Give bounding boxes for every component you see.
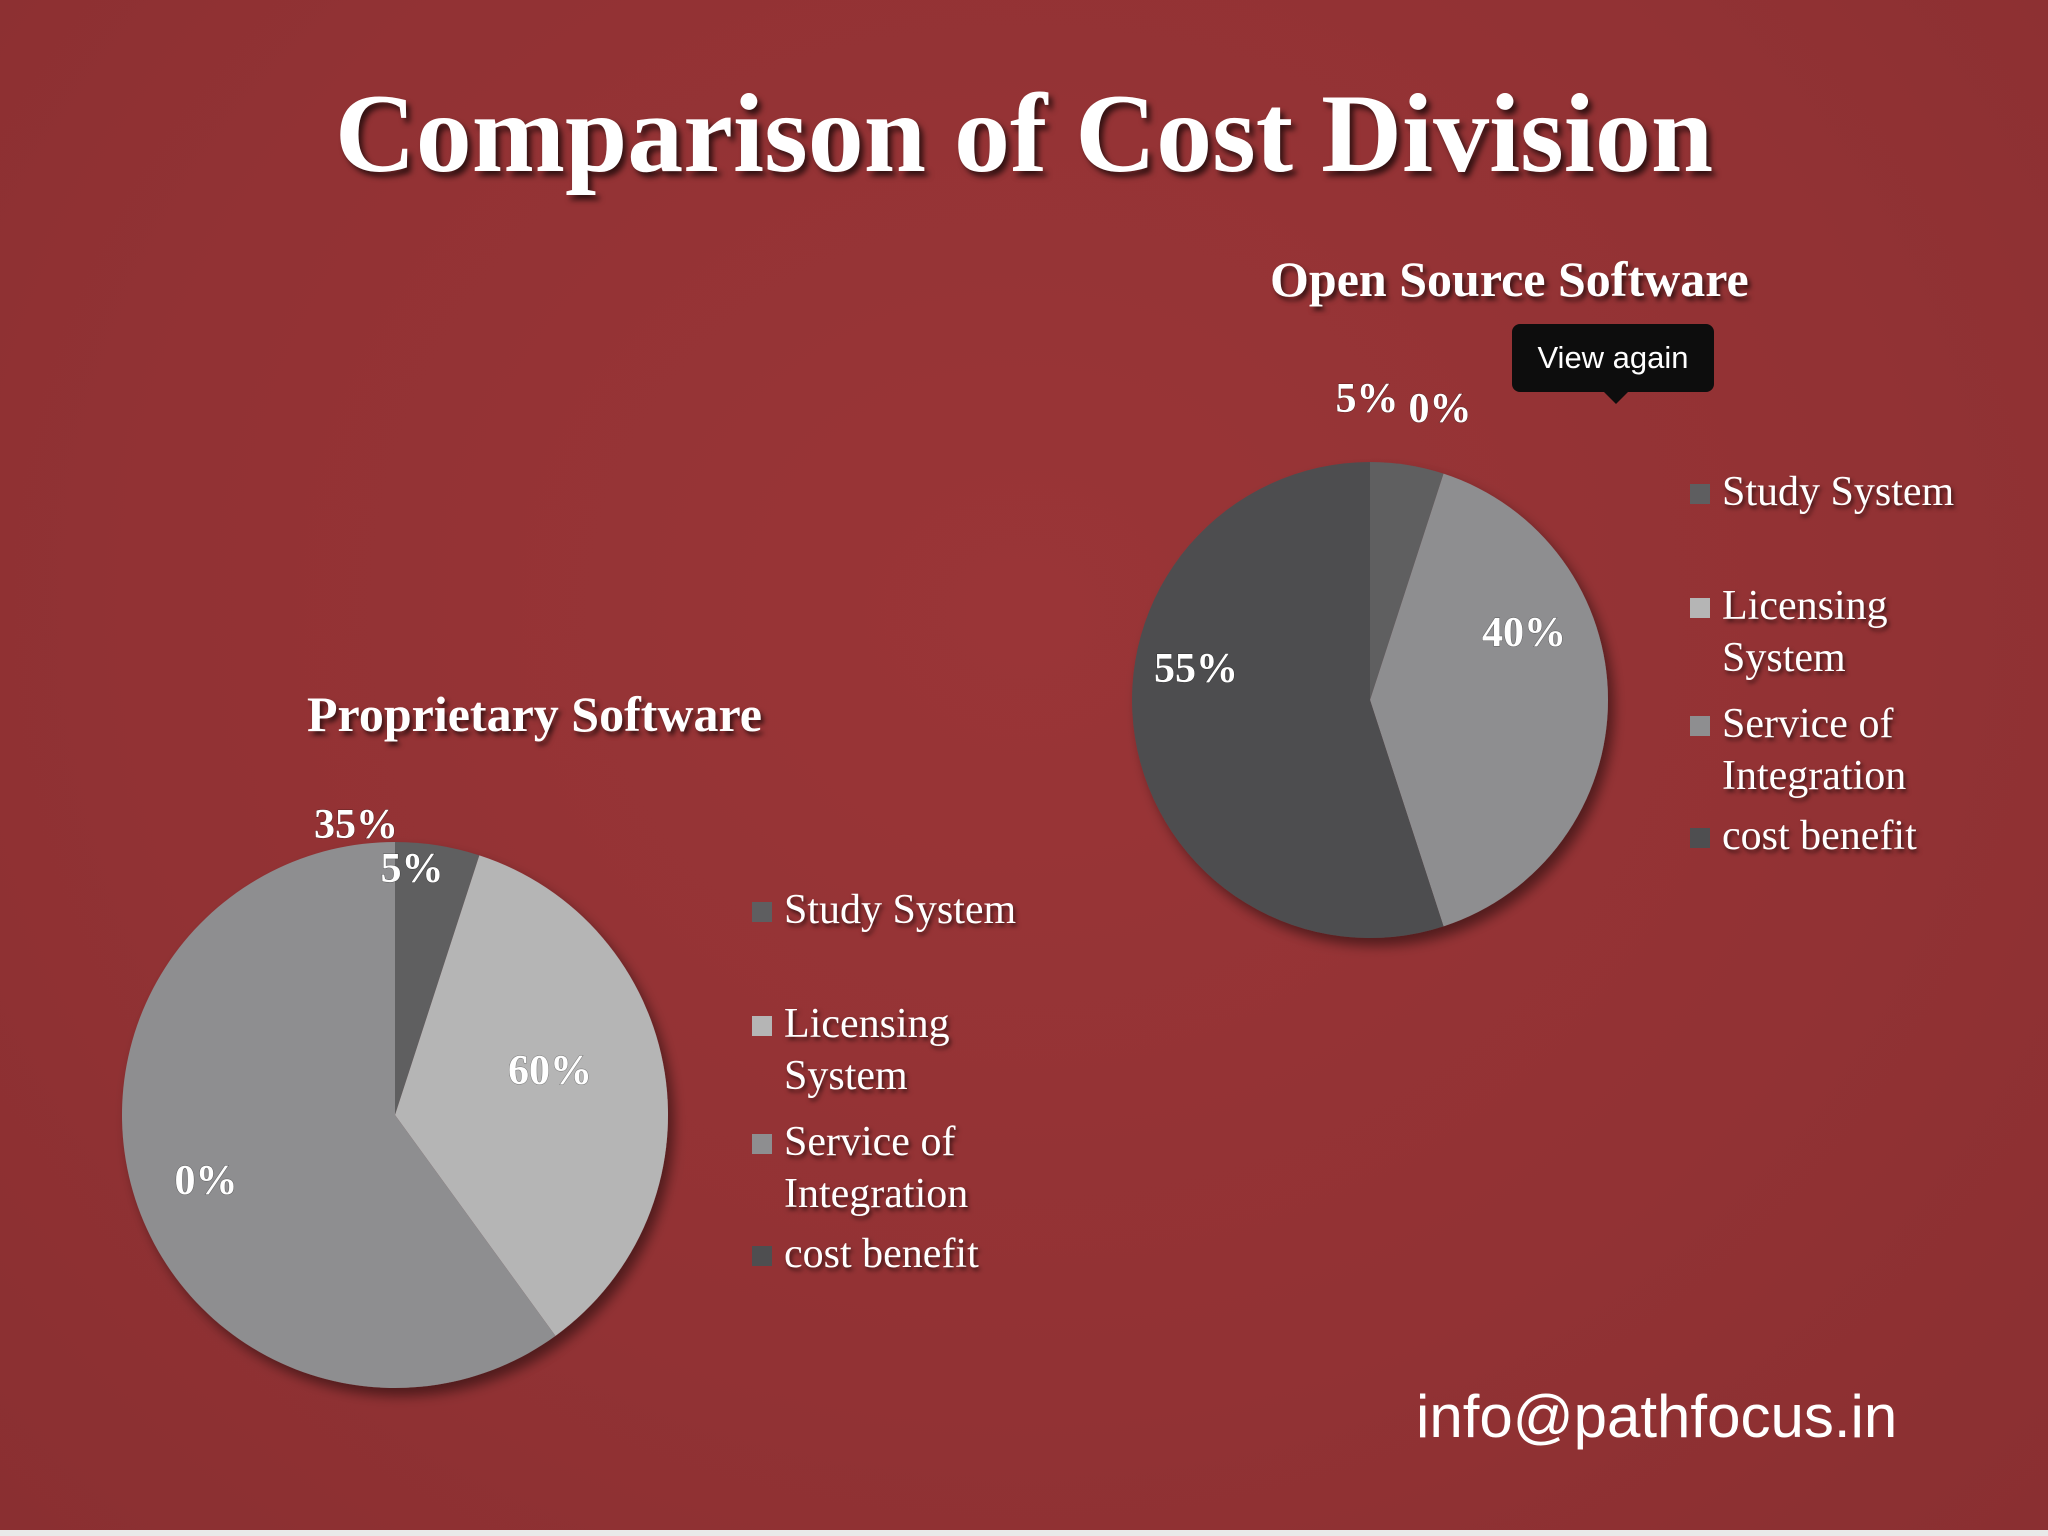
data-label-licensing-system: 35% (314, 802, 398, 848)
data-label-service-of-integration: 60% (508, 1048, 592, 1094)
pie-chart-proprietary: 5%35% 60% 0% (121, 802, 668, 1388)
contact-email: info@pathfocus.in (1416, 1383, 1898, 1450)
slide-title: Comparison of Cost Division (334, 72, 1714, 196)
pie-slice-study-system (395, 842, 480, 1115)
pie-slice-service-of-integration (1370, 473, 1608, 927)
legend-swatch (1690, 484, 1710, 504)
legend-label: Licensing (784, 1001, 950, 1047)
legend-swatch (1690, 598, 1710, 618)
data-label-licensing-system: 0% (1409, 386, 1472, 432)
legend-item-licensing-system: Licensing System (752, 998, 1104, 1102)
pie-chart-open-source: 5% 0% 40% 55% (1132, 376, 1608, 938)
legend-proprietary: Study System Licensing System Service of Int… (752, 884, 1104, 1280)
legend-item-service-of-integration: Service of Integration (1690, 698, 2042, 802)
data-label-study-system: 5% (381, 846, 444, 892)
legend-label: System (1722, 635, 1846, 681)
legend-swatch (752, 1134, 772, 1154)
legend-label: Integration (784, 1171, 969, 1217)
legend-swatch (752, 1246, 772, 1266)
legend-swatch (1690, 716, 1710, 736)
legend-label: Service of (784, 1119, 956, 1165)
legend-label: Study System (1722, 469, 1955, 515)
data-label-study-system: 5% (1336, 376, 1399, 422)
legend-swatch (752, 902, 772, 922)
chart-title-proprietary: Proprietary Software (307, 686, 762, 742)
legend-item-study-system: Study System (752, 884, 1104, 936)
legend-label: cost benefit (1722, 813, 1917, 859)
legend-swatch (1690, 828, 1710, 848)
legend-item-service-of-integration: Service of Integration (752, 1116, 1104, 1220)
legend-label: Study System (784, 887, 1017, 933)
legend-label: Service of (1722, 701, 1894, 747)
bottom-strip (0, 1530, 2048, 1536)
pie-slice-study-system (1370, 462, 1444, 700)
pie-slice-licensing-system (395, 855, 668, 1336)
legend-item-cost-benefit: cost benefit (1690, 810, 2042, 862)
data-label-cost-benefit: 0% (175, 1158, 238, 1204)
legend-label: Licensing (1722, 583, 1888, 629)
legend-swatch (752, 1016, 772, 1036)
pie-slice-cost-benefit (1132, 462, 1444, 938)
legend-label: cost benefit (784, 1231, 979, 1277)
chart-title-open-source: Open Source Software (1270, 251, 1749, 307)
legend-open-source: Study System Licensing System Service of Int… (1690, 466, 2042, 862)
legend-label: Integration (1722, 753, 1907, 799)
legend-item-cost-benefit: cost benefit (752, 1228, 1104, 1280)
legend-label: System (784, 1053, 908, 1099)
legend-item-licensing-system: Licensing System (1690, 580, 2042, 684)
legend-item-study-system: Study System (1690, 466, 2042, 518)
pie-slice-service-of-integration (121, 842, 556, 1388)
data-label-service-of-integration: 40% (1482, 610, 1566, 656)
view-again-tooltip[interactable]: View again (1512, 324, 1714, 404)
data-label-cost-benefit: 55% (1154, 646, 1238, 692)
